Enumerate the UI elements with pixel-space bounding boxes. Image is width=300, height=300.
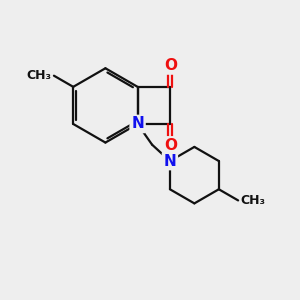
Text: O: O <box>164 138 177 153</box>
Text: N: N <box>164 154 176 169</box>
Text: CH₃: CH₃ <box>27 69 52 82</box>
Text: N: N <box>131 116 144 131</box>
Text: O: O <box>164 58 177 73</box>
Text: CH₃: CH₃ <box>241 194 266 207</box>
